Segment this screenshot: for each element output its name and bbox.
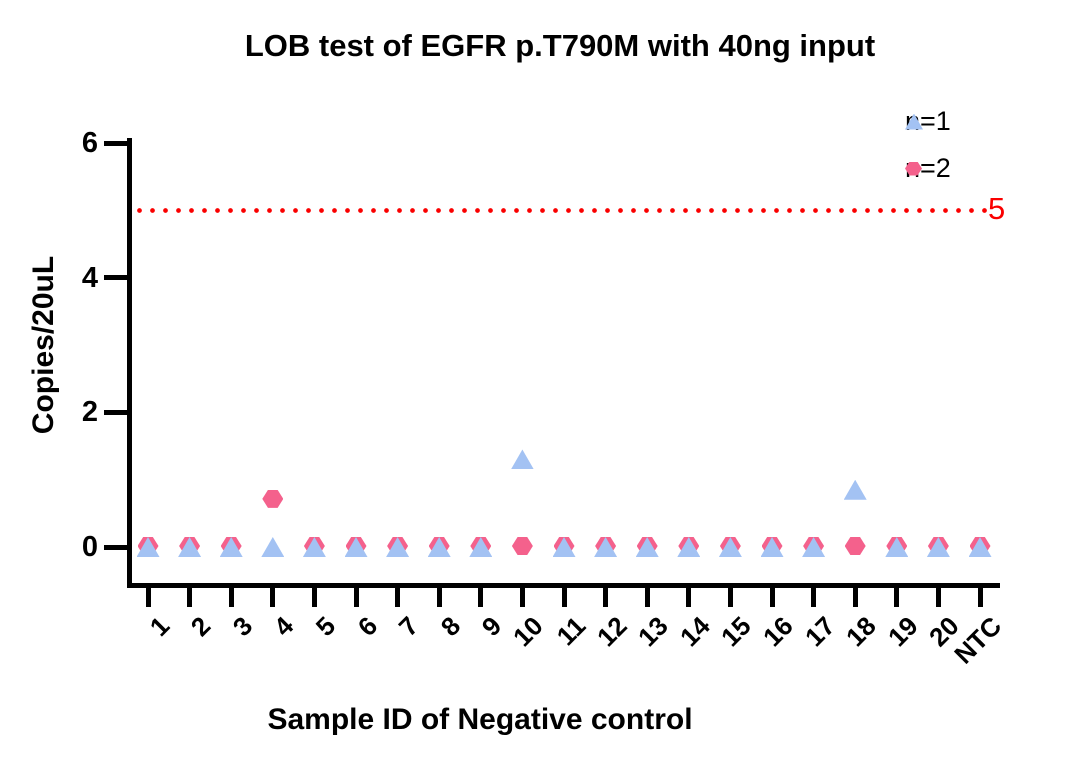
- y-tick-label: 2: [81, 396, 98, 429]
- x-tick-mark: [977, 588, 983, 607]
- y-tick-label: 4: [81, 261, 98, 294]
- x-tick-label: 4: [268, 610, 300, 643]
- y-tick-label: 6: [81, 127, 98, 160]
- threshold-label: 5: [988, 191, 1006, 227]
- x-tick-label: 3: [226, 610, 258, 643]
- x-tick-label: 6: [351, 610, 383, 643]
- y-axis-line: [127, 138, 132, 588]
- x-tick-label: 7: [392, 610, 425, 643]
- x-tick-label: 5: [309, 610, 342, 643]
- x-tick-mark: [353, 588, 359, 607]
- x-tick-mark: [311, 588, 317, 607]
- x-tick-mark: [935, 588, 941, 607]
- x-tick-label: 11: [550, 610, 591, 652]
- x-tick-label: 18: [840, 610, 882, 653]
- data-point-n2-hexagon: [262, 489, 284, 508]
- x-tick-label: 9: [476, 610, 508, 643]
- data-point-n2-hexagon: [511, 537, 533, 555]
- x-tick-label: 10: [507, 610, 550, 653]
- y-tick-mark: [104, 140, 128, 146]
- legend: n=1 n=2: [905, 98, 951, 192]
- x-tick-label: 16: [757, 610, 799, 653]
- x-tick-mark: [727, 588, 733, 607]
- hexagon-marker-icon: [905, 161, 922, 176]
- threshold-line: [137, 207, 987, 213]
- x-tick-label: 14: [673, 610, 716, 653]
- x-tick-mark: [519, 588, 525, 607]
- data-point-n2-hexagon: [844, 537, 866, 555]
- x-tick-label: 2: [184, 610, 217, 643]
- x-tick-mark: [145, 588, 151, 607]
- x-tick-label: 1: [143, 610, 175, 643]
- x-tick-mark: [270, 588, 276, 607]
- x-tick-mark: [769, 588, 775, 607]
- x-tick-label: 8: [434, 610, 466, 643]
- legend-item-n2: n=2: [905, 145, 951, 192]
- y-tick-label: 0: [81, 531, 98, 563]
- x-tick-mark: [478, 588, 484, 607]
- data-point-n1-triangle: [843, 479, 867, 500]
- x-tick-label: NTC: [947, 610, 1007, 670]
- x-tick-label: 19: [881, 610, 924, 653]
- legend-item-n1: n=1: [905, 98, 951, 145]
- data-point-n1-triangle: [510, 449, 534, 470]
- data-point-n1-triangle: [261, 537, 285, 557]
- x-tick-mark: [395, 588, 401, 607]
- x-tick-label: 15: [715, 610, 758, 653]
- chart-title: LOB test of EGFR p.T790M with 40ng input: [244, 28, 876, 63]
- x-tick-mark: [187, 588, 193, 607]
- x-tick-label: 17: [798, 610, 841, 653]
- x-axis-label: Sample ID of Negative control: [267, 703, 693, 736]
- x-tick-mark: [561, 588, 567, 607]
- x-axis-line: [127, 583, 1000, 588]
- x-tick-mark: [436, 588, 442, 607]
- y-tick-mark: [104, 409, 128, 415]
- x-tick-mark: [894, 588, 900, 607]
- x-tick-mark: [686, 588, 692, 607]
- x-tick-mark: [852, 588, 858, 607]
- x-tick-mark: [228, 588, 234, 607]
- y-tick-mark: [104, 544, 128, 550]
- x-tick-label: 13: [632, 610, 674, 653]
- x-tick-label: 12: [590, 610, 633, 653]
- y-tick-mark: [104, 275, 128, 281]
- x-tick-mark: [603, 588, 609, 607]
- x-tick-mark: [811, 588, 817, 607]
- x-tick-mark: [644, 588, 650, 607]
